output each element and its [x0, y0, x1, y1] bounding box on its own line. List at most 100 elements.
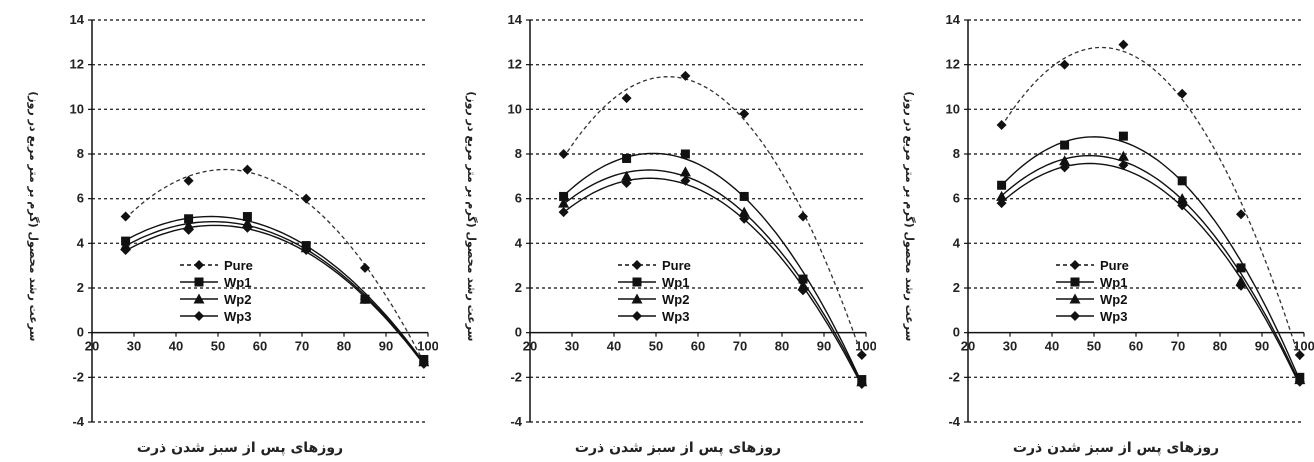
- y-tick-label: 6: [77, 191, 84, 206]
- data-point-wp3: [120, 245, 131, 256]
- y-tick-label: 8: [515, 146, 522, 161]
- series-line-wp3: [125, 224, 425, 365]
- x-tick-label: 40: [169, 339, 183, 354]
- data-point-wp3: [621, 178, 632, 189]
- x-tick-label: 100: [1293, 339, 1314, 354]
- legend-marker-wp3: [1070, 311, 1080, 321]
- y-tick-label: 12: [70, 57, 84, 72]
- legend-label-pure: Pure: [662, 258, 691, 273]
- data-point-pure: [301, 193, 312, 204]
- data-point-pure: [621, 93, 632, 104]
- series-line-wp2: [1001, 154, 1301, 384]
- x-tick-label: 80: [775, 339, 789, 354]
- y-tick-label: 14: [946, 12, 961, 27]
- legend-marker-wp1: [632, 277, 642, 287]
- data-point-wp1: [1060, 140, 1070, 150]
- series-line-wp2: [125, 221, 425, 364]
- data-point-wp3: [1059, 162, 1070, 173]
- y-tick-label: 12: [508, 57, 522, 72]
- data-point-wp2: [679, 166, 691, 177]
- data-point-wp3: [1177, 200, 1188, 211]
- legend-marker-wp3: [194, 311, 204, 321]
- y-tick-label: 0: [953, 325, 960, 340]
- series-line-wp1: [1001, 136, 1301, 381]
- y-tick-label: 4: [953, 235, 961, 250]
- legend-label-wp2: Wp2: [224, 292, 251, 307]
- x-tick-label: 70: [733, 339, 747, 354]
- y-tick-label: -4: [72, 414, 84, 429]
- data-point-wp2: [558, 197, 570, 208]
- y-tick-label: 4: [77, 235, 85, 250]
- y-tick-label: -2: [510, 369, 522, 384]
- data-point-wp1: [1177, 176, 1187, 186]
- data-point-pure: [120, 211, 131, 222]
- x-tick-label: 80: [1213, 339, 1227, 354]
- y-tick-label: 0: [515, 325, 522, 340]
- y-tick-label: 6: [953, 191, 960, 206]
- data-point-wp1: [739, 191, 749, 201]
- x-tick-label: 30: [127, 339, 141, 354]
- x-tick-label: 20: [961, 339, 975, 354]
- x-tick-label: 50: [1087, 339, 1101, 354]
- data-point-pure: [1294, 350, 1305, 360]
- data-point-wp3: [360, 294, 370, 305]
- y-tick-label: 6: [515, 191, 522, 206]
- y-tick-label: -2: [948, 369, 960, 384]
- series-line-wp2: [563, 169, 863, 384]
- chart-left: -4 -2 0 2 4 6 8 10 12 14 20 30 40 50 60 70 80 90 100 روزهای…: [27, 12, 438, 456]
- legend-label-wp2: Wp2: [1100, 292, 1127, 307]
- data-point-wp1: [559, 191, 569, 201]
- legend-label-wp2: Wp2: [662, 292, 689, 307]
- series-line-pure: [1001, 46, 1301, 361]
- y-tick-label: 14: [508, 12, 523, 27]
- x-tick-label: 50: [211, 339, 225, 354]
- y-tick-label: 10: [70, 101, 84, 116]
- data-point-wp3: [242, 222, 253, 233]
- x-tick-label: 30: [565, 339, 579, 354]
- data-point-wp3: [739, 213, 750, 224]
- legend-label-wp3: Wp3: [1100, 309, 1127, 324]
- x-tick-label: 100: [417, 339, 438, 354]
- data-point-wp3: [183, 224, 194, 235]
- chart-middle: -4 -2 0 2 4 6 8 10 12 14 20 30 40 50 60 70 80 90 100 روزهای…: [465, 12, 876, 456]
- data-point-wp3: [558, 207, 569, 218]
- data-point-wp1: [798, 274, 808, 284]
- data-point-wp1: [242, 212, 252, 222]
- x-tick-label: 60: [1129, 339, 1143, 354]
- chart-panel-middle: -4 -2 0 2 4 6 8 10 12 14 20 30 40 50 60 70 80 90 100 روزهای…: [438, 0, 876, 462]
- data-point-pure: [1118, 39, 1129, 50]
- legend-marker-wp2: [193, 293, 205, 304]
- y-tick-label: -2: [72, 369, 84, 384]
- data-point-wp3: [1118, 160, 1129, 171]
- legend-label-wp3: Wp3: [224, 309, 251, 324]
- x-axis-title: روزهای پس از سبز شدن ذرت: [137, 440, 343, 456]
- y-axis-title: سرعت رشد محصول (گرم بر متر مربع در روز): [27, 91, 40, 341]
- legend-label-wp1: Wp1: [1100, 275, 1127, 290]
- x-tick-label: 40: [607, 339, 621, 354]
- y-tick-label: 8: [77, 146, 84, 161]
- data-point-wp2: [621, 170, 633, 181]
- data-point-pure: [996, 119, 1007, 130]
- series-line-wp3: [1001, 162, 1301, 386]
- legend-label-wp1: Wp1: [224, 275, 251, 290]
- x-tick-label: 20: [85, 339, 99, 354]
- legend: Pure Wp1 Wp2 Wp3: [180, 258, 253, 324]
- data-point-wp3: [680, 175, 691, 186]
- data-point-wp2: [996, 190, 1008, 201]
- data-point-pure: [183, 175, 194, 186]
- y-tick-label: 2: [77, 280, 84, 295]
- data-point-wp3: [856, 379, 867, 390]
- y-tick-label: 12: [946, 57, 960, 72]
- data-point-wp1: [184, 214, 194, 224]
- data-point-pure: [360, 262, 370, 273]
- data-point-pure: [739, 108, 750, 119]
- x-tick-label: 30: [1003, 339, 1017, 354]
- x-tick-label: 70: [1171, 339, 1185, 354]
- x-tick-label: 60: [691, 339, 705, 354]
- y-axis-title: سرعت رشد محصول (گرم بر متر مربع در روز): [465, 91, 478, 341]
- legend-marker-wp2: [1069, 293, 1081, 304]
- data-point-wp3: [996, 198, 1007, 209]
- x-tick-label: 90: [1255, 339, 1269, 354]
- x-tick-label: 40: [1045, 339, 1059, 354]
- x-tick-label: 100: [855, 339, 876, 354]
